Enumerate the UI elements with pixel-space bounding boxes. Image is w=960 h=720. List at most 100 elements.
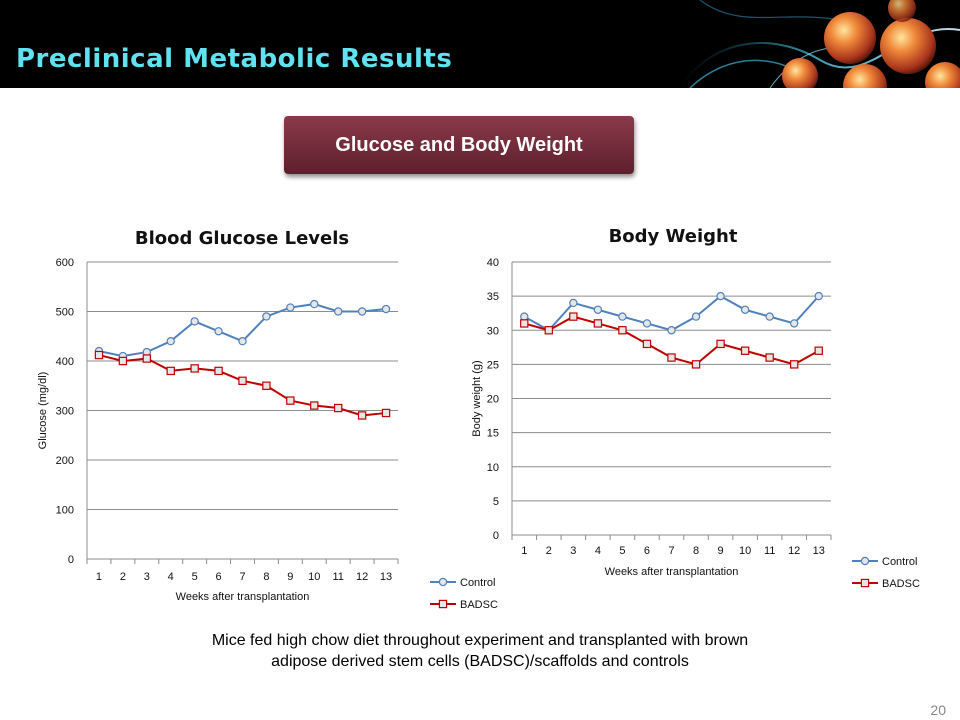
weight-data-point-control (814, 291, 823, 301)
weight-chart-title: Body Weight (609, 226, 738, 247)
weight-y-tick-label: 10 (487, 462, 499, 474)
glucose-legend-marker-control (438, 577, 448, 587)
glucose-y-tick-label: 300 (56, 406, 74, 418)
glucose-data-point-badsc (142, 354, 152, 363)
glucose-data-point-control (310, 299, 319, 309)
glucose-y-tick-label: 0 (68, 554, 74, 566)
weight-data-point-badsc (716, 339, 725, 349)
weight-data-point-badsc (765, 353, 774, 362)
caption-line-1: Mice fed high chow diet throughout exper… (211, 632, 749, 649)
weight-data-point-badsc (740, 346, 750, 355)
weight-y-axis-label: Body weight (g) (471, 360, 483, 436)
decorative-cells-image (679, 0, 960, 88)
slide-title: Preclinical Metabolic Results (16, 44, 453, 74)
glucose-x-tick-label: 10 (308, 571, 320, 583)
glucose-data-point-control (286, 303, 295, 312)
weight-data-point-badsc (544, 326, 554, 335)
weight-x-tick-label: 12 (788, 545, 800, 557)
glucose-data-point-badsc (94, 350, 104, 360)
glucose-data-point-control (333, 307, 343, 316)
glucose-data-point-control (381, 304, 391, 314)
glucose-data-point-badsc (238, 376, 247, 386)
glucose-data-point-control (214, 327, 223, 336)
glucose-data-point-control (166, 337, 175, 346)
weight-x-tick-label: 11 (764, 545, 775, 557)
weight-x-tick-label: 3 (570, 545, 576, 557)
weight-data-point-control (691, 312, 701, 321)
weight-y-tick-label: 30 (487, 325, 499, 337)
glucose-x-tick-label: 12 (356, 571, 368, 583)
glucose-x-tick-label: 6 (216, 571, 222, 583)
glucose-x-tick-label: 1 (96, 571, 102, 583)
glucose-legend-label-control: Control (460, 577, 495, 589)
weight-data-point-badsc (520, 319, 529, 328)
glucose-y-axis-label: Glucose (mg/dl) (37, 372, 49, 450)
glucose-y-tick-label: 200 (56, 455, 74, 467)
weight-y-tick-label: 5 (493, 496, 499, 508)
weight-data-point-badsc (593, 319, 603, 328)
glucose-data-point-control (190, 317, 199, 326)
weight-data-point-control (520, 312, 529, 321)
glucose-data-point-control (262, 312, 271, 321)
weight-legend-label-control: Control (882, 556, 917, 568)
weight-legend-marker-badsc (860, 578, 870, 588)
weight-data-point-control (618, 312, 627, 321)
glucose-y-tick-label: 100 (56, 505, 74, 517)
weight-y-tick-label: 20 (487, 394, 499, 406)
glucose-x-tick-label: 5 (192, 571, 198, 583)
glucose-data-point-badsc (190, 364, 199, 373)
glucose-data-point-control (357, 307, 367, 316)
weight-data-point-badsc (667, 353, 676, 362)
glucose-x-tick-label: 8 (263, 571, 269, 583)
header-bar: Preclinical Metabolic Results (0, 0, 960, 88)
weight-data-point-badsc (691, 360, 701, 369)
weight-legend-marker-control (860, 556, 870, 566)
weight-y-tick-label: 0 (493, 530, 499, 542)
glucose-legend-marker-badsc (438, 599, 448, 609)
glucose-y-tick-label: 500 (56, 307, 74, 319)
page-number: 20 (930, 702, 946, 718)
glucose-data-point-badsc (381, 408, 391, 418)
slide-caption: Mice fed high chow diet throughout exper… (0, 630, 960, 672)
glucose-y-tick-label: 600 (56, 257, 74, 269)
weight-data-point-control (667, 326, 676, 335)
glucose-data-point-badsc (286, 396, 295, 405)
glucose-x-tick-label: 9 (287, 571, 293, 583)
weight-x-tick-label: 9 (718, 545, 724, 557)
weight-data-point-control (716, 291, 725, 301)
glucose-series-line-badsc (98, 354, 387, 417)
weight-x-tick-label: 13 (813, 545, 825, 557)
weight-data-point-badsc (814, 346, 823, 355)
section-title-button: Glucose and Body Weight (284, 116, 634, 174)
glucose-x-tick-label: 13 (380, 571, 392, 583)
weight-data-point-badsc (642, 339, 652, 349)
weight-data-point-control (789, 319, 799, 328)
weight-x-tick-label: 4 (595, 545, 601, 557)
glucose-data-point-badsc (166, 366, 175, 376)
glucose-data-point-badsc (333, 403, 343, 413)
glucose-x-tick-label: 4 (168, 571, 174, 583)
weight-x-tick-label: 7 (668, 545, 674, 557)
glucose-data-point-badsc (310, 401, 319, 410)
glucose-x-tick-label: 7 (239, 571, 245, 583)
weight-data-point-control (642, 319, 652, 328)
weight-y-tick-label: 35 (487, 291, 499, 303)
weight-data-point-control (765, 312, 774, 321)
weight-data-point-badsc (789, 360, 799, 369)
weight-x-axis-label: Weeks after transplantation (605, 566, 739, 578)
glucose-data-point-control (238, 337, 247, 346)
weight-x-tick-label: 2 (546, 545, 552, 557)
glucose-data-point-badsc (118, 356, 128, 366)
weight-x-tick-label: 8 (693, 545, 699, 557)
weight-data-point-control (569, 298, 578, 308)
glucose-y-tick-label: 400 (56, 356, 74, 368)
glucose-x-tick-label: 2 (120, 571, 126, 583)
weight-y-tick-label: 25 (487, 359, 499, 371)
glucose-data-point-badsc (357, 411, 367, 420)
weight-data-point-control (740, 305, 750, 314)
glucose-legend-label-badsc: BADSC (460, 599, 498, 611)
weight-x-tick-label: 10 (739, 545, 751, 557)
